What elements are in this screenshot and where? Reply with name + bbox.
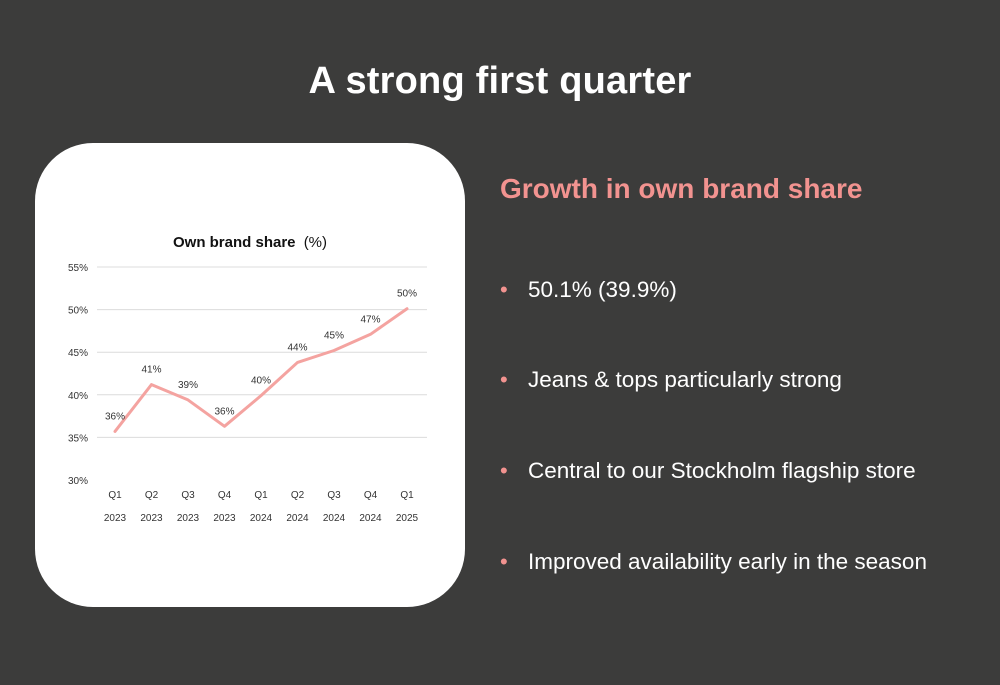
data-label: 39%	[178, 380, 198, 391]
chart-title-main: Own brand share	[173, 234, 296, 251]
data-labels: 36% 41% 39% 36% 40% 44% 45% 47% 50%	[105, 289, 417, 423]
x-tick-year: 2023	[213, 513, 236, 524]
x-tick-quarter: Q1	[400, 490, 414, 501]
bullet-dot-icon: •	[500, 549, 508, 574]
own-brand-share-line	[113, 307, 409, 433]
x-tick-year: 2023	[104, 513, 127, 524]
chart-title: Own brand share (%)	[173, 234, 327, 251]
x-tick-year: 2024	[286, 513, 309, 524]
data-label: 45%	[324, 330, 344, 341]
section-heading: Growth in own brand share	[500, 173, 863, 204]
data-label: 41%	[141, 365, 161, 376]
data-label: 40%	[251, 376, 271, 387]
y-tick-label: 55%	[68, 263, 88, 274]
data-label: 44%	[287, 342, 307, 353]
data-label: 36%	[105, 411, 125, 422]
bullet-text: Improved availability early in the seaso…	[528, 549, 927, 574]
x-tick-year: 2023	[140, 513, 163, 524]
x-tick-quarter: Q1	[254, 490, 268, 501]
data-label: 50%	[397, 289, 417, 300]
x-tick-quarter: Q3	[181, 490, 195, 501]
gridlines	[97, 266, 427, 438]
x-tick-quarter: Q1	[108, 490, 122, 501]
x-tick-year: 2023	[177, 513, 200, 524]
own-brand-share-chart: Own brand share (%) 30% 35% 40% 45% 50% 55% Q…	[68, 234, 427, 524]
series-line	[113, 307, 409, 433]
x-tick-quarter: Q3	[327, 490, 341, 501]
x-tick-quarter: Q2	[291, 490, 305, 501]
x-tick-year: 2024	[323, 513, 346, 524]
x-tick-year: 2025	[396, 513, 419, 524]
data-label: 36%	[214, 406, 234, 417]
bullet-dot-icon: •	[500, 367, 508, 392]
y-tick-label: 50%	[68, 306, 88, 317]
y-tick-label: 40%	[68, 391, 88, 402]
bullet-dot-icon: •	[500, 458, 508, 483]
x-tick-quarter: Q4	[218, 490, 232, 501]
x-tick-year: 2024	[359, 513, 382, 524]
x-tick-year: 2024	[250, 513, 273, 524]
x-axis-ticks: Q1 2023 Q2 2023 Q3 2023 Q4 2023 Q1 2024 Q2 2024 Q3 20…	[104, 490, 419, 524]
slide-title: A strong first quarter	[308, 60, 692, 102]
bullet-text: Central to our Stockholm flagship store	[528, 458, 916, 483]
bullet-text: Jeans & tops particularly strong	[528, 367, 842, 392]
chart-card: Own brand share (%) 30% 35% 40% 45% 50% 55% Q…	[35, 143, 465, 607]
y-axis-ticks: 30% 35% 40% 45% 50% 55%	[68, 263, 88, 487]
y-tick-label: 30%	[68, 476, 88, 487]
bullet-text: 50.1% (39.9%)	[528, 277, 677, 302]
y-tick-label: 45%	[68, 348, 88, 359]
data-label: 47%	[360, 314, 380, 325]
x-tick-quarter: Q4	[364, 490, 378, 501]
x-tick-quarter: Q2	[145, 490, 159, 501]
chart-title-unit: (%)	[304, 234, 327, 251]
bullet-dot-icon: •	[500, 277, 508, 302]
y-tick-label: 35%	[68, 433, 88, 444]
